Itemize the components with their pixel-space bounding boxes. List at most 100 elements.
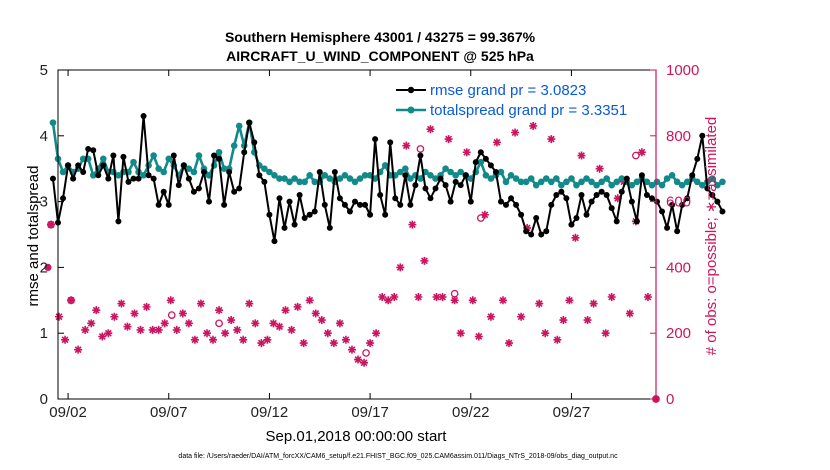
rmse-point xyxy=(317,169,323,175)
rmse-point xyxy=(553,192,559,198)
obs-assimilated-point xyxy=(74,346,82,354)
rmse-point xyxy=(261,179,267,185)
obs-assimilated-point xyxy=(559,316,567,324)
totalspread-point xyxy=(568,175,575,182)
obs-assimilated-point xyxy=(300,339,308,347)
x-tick-label: 09/12 xyxy=(251,404,289,421)
totalspread-point xyxy=(306,172,313,179)
y-left-tick-label: 1 xyxy=(40,325,48,342)
rmse-point xyxy=(125,179,131,185)
rmse-point xyxy=(186,176,192,182)
obs-assimilated-point xyxy=(463,148,471,156)
rmse-point xyxy=(282,225,288,231)
rmse-point xyxy=(382,212,388,218)
rmse-point xyxy=(297,192,303,198)
rmse-point xyxy=(120,154,126,160)
obs-assimilated-point xyxy=(342,336,350,344)
obs-assimilated-point xyxy=(227,316,235,324)
obs-possible-point xyxy=(363,350,369,356)
legend-spread-label: totalspread grand pr = 3.3351 xyxy=(430,102,627,119)
rmse-point xyxy=(90,147,96,153)
rmse-point xyxy=(85,146,91,152)
rmse-point xyxy=(513,202,519,208)
rmse-point xyxy=(518,212,524,218)
rmse-point xyxy=(372,136,378,142)
rmse-point xyxy=(246,120,252,126)
x-tick-label: 09/17 xyxy=(351,404,389,421)
obs-assimilated-point xyxy=(312,309,320,317)
obs-assimilated-point xyxy=(487,313,495,321)
y-left-tick-label: 0 xyxy=(40,391,48,408)
obs-assimilated-point xyxy=(203,329,211,337)
obs-assimilated-point xyxy=(263,336,271,344)
obs-assimilated-point xyxy=(324,329,332,337)
rmse-point xyxy=(151,176,157,182)
rmse-point xyxy=(594,192,600,198)
obs-assimilated-point xyxy=(505,339,513,347)
rmse-point xyxy=(629,199,635,205)
obs-possible-point xyxy=(216,320,222,326)
y-left-tick-label: 4 xyxy=(40,128,48,145)
obs-assimilated-point xyxy=(608,293,616,301)
rmse-point xyxy=(412,182,418,188)
rmse-point xyxy=(337,195,343,201)
rmse-point xyxy=(211,153,217,159)
rmse-point xyxy=(719,208,725,214)
totalspread-point xyxy=(236,123,243,130)
x-tick-label: 09/02 xyxy=(49,404,87,421)
totalspread-point xyxy=(659,182,666,189)
rmse-point xyxy=(70,176,76,182)
obs-assimilated-point xyxy=(197,300,205,308)
rmse-point xyxy=(473,159,479,165)
rmse-point xyxy=(387,139,393,145)
rmse-point xyxy=(110,153,116,159)
x-tick-label: 09/27 xyxy=(553,404,591,421)
obs-assimilated-point xyxy=(318,316,326,324)
rmse-point xyxy=(548,202,554,208)
obs-assimilated-point xyxy=(475,332,483,340)
rmse-point xyxy=(256,172,262,178)
rmse-point xyxy=(674,228,680,234)
obs-count-series xyxy=(44,122,659,403)
totalspread-point xyxy=(528,175,535,182)
rmse-point xyxy=(322,202,328,208)
rmse-point xyxy=(236,185,242,191)
rmse-point xyxy=(649,195,655,201)
footnote: data file: /Users/raeder/DAI/ATM_forcXX/… xyxy=(178,453,618,460)
totalspread-point xyxy=(301,179,308,186)
totalspread-point xyxy=(60,169,67,176)
rmse-point xyxy=(664,225,670,231)
obs-possible-point xyxy=(478,215,484,221)
rmse-point xyxy=(80,169,86,175)
rmse-point xyxy=(287,199,293,205)
obs-assimilated-point xyxy=(87,319,95,327)
obs-assimilated-point xyxy=(209,336,217,344)
totalspread-point xyxy=(231,142,238,149)
obs-assimilated-point xyxy=(553,336,561,344)
rmse-point xyxy=(251,139,257,145)
rmse-point xyxy=(377,192,383,198)
obs-assimilated-point xyxy=(469,296,477,304)
rmse-point xyxy=(105,176,111,182)
obs-assimilated-point xyxy=(372,329,380,337)
rmse-point xyxy=(171,153,177,159)
rmse-point xyxy=(352,199,358,205)
obs-assimilated-point xyxy=(590,300,598,308)
obs-assimilated-point xyxy=(282,306,290,314)
legend-rmse-label: rmse grand pr = 3.0823 xyxy=(430,82,586,99)
rmse-point xyxy=(463,172,469,178)
rmse-point xyxy=(689,172,695,178)
obs-possible-point xyxy=(417,146,423,152)
rmse-point xyxy=(604,192,610,198)
totalspread-point xyxy=(196,152,203,159)
rmse-point xyxy=(271,238,277,244)
rmse-point xyxy=(433,185,439,191)
obs-assimilated-point xyxy=(445,135,453,143)
rmse-point xyxy=(639,172,645,178)
rmse-point xyxy=(644,192,650,198)
rmse-point xyxy=(156,202,162,208)
y-right-tick-label: 800 xyxy=(666,128,691,145)
rmse-point xyxy=(483,156,489,162)
obs-assimilated-point xyxy=(408,221,416,229)
obs-assimilated-point xyxy=(578,152,586,160)
